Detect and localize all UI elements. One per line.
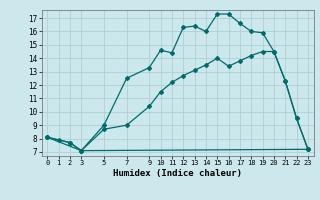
X-axis label: Humidex (Indice chaleur): Humidex (Indice chaleur)	[113, 169, 242, 178]
